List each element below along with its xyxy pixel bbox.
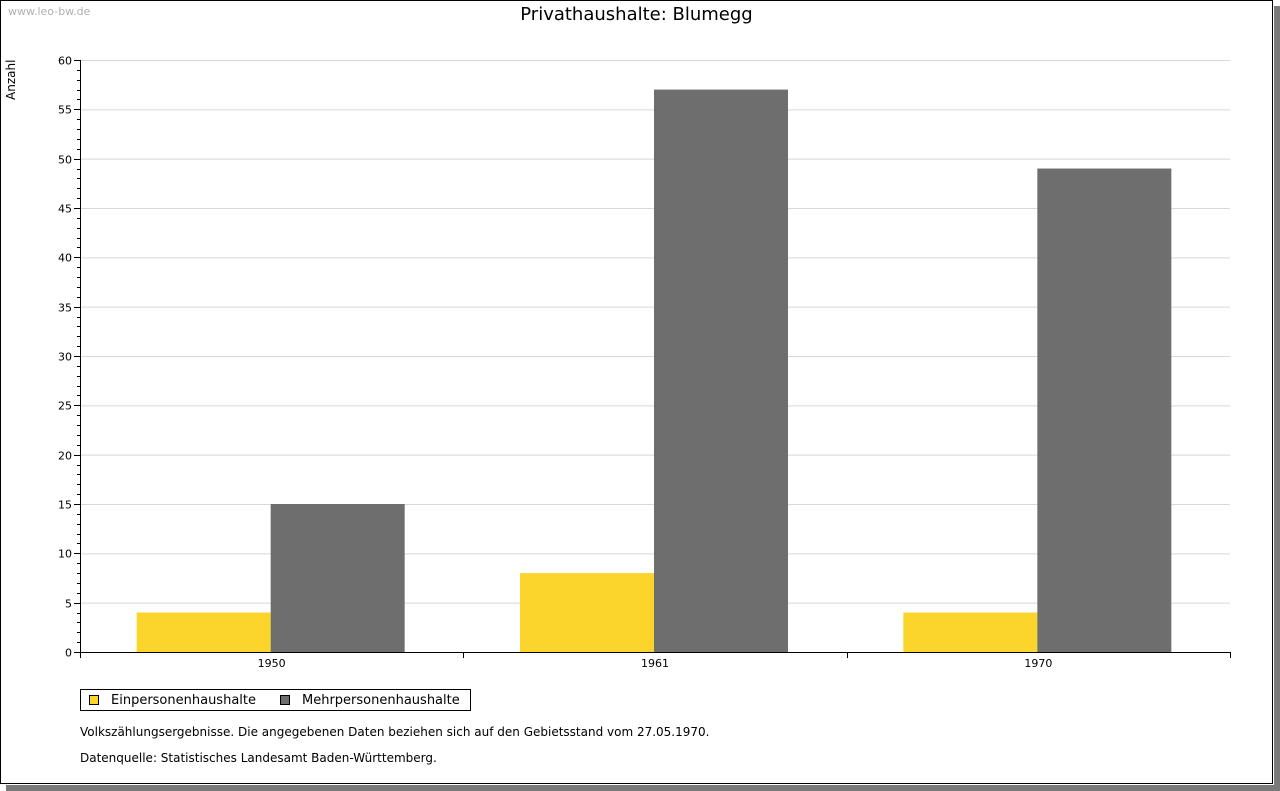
x-tick-label: 1950 (258, 657, 286, 670)
bar-einpersonen-1970 (903, 612, 1038, 652)
y-tick-label: 45 (58, 203, 72, 216)
legend-swatch-einpersonen (89, 695, 99, 705)
source-note: Datenquelle: Statistisches Landesamt Bad… (80, 751, 437, 765)
legend: Einpersonenhaushalte Mehrpersonenhaushal… (80, 689, 471, 711)
frame-shadow-right (1274, 6, 1280, 791)
chart-plot: 0 5 10 15 20 25 30 35 40 45 50 55 60 1950 1961 1970 (58, 55, 1231, 670)
bar-mehrpersonen-1970 (1037, 168, 1172, 653)
watermark: www.leo-bw.de (8, 5, 91, 18)
legend-label-mehrpersonen: Mehrpersonenhaushalte (302, 692, 460, 708)
y-tick-label: 60 (58, 55, 72, 68)
legend-item-mehrpersonen: Mehrpersonenhaushalte (280, 693, 460, 708)
y-tick-label: 0 (65, 647, 72, 660)
legend-swatch-mehrpersonen (280, 695, 290, 705)
y-tick-label: 40 (58, 252, 72, 265)
y-tick-label: 25 (58, 400, 72, 413)
chart-title: Privathaushalte: Blumegg (520, 4, 753, 25)
y-tick-label: 5 (65, 598, 72, 611)
legend-label-einpersonen: Einpersonenhaushalte (111, 692, 256, 708)
y-tick-label: 55 (58, 104, 72, 117)
footnote: Volkszählungsergebnisse. Die angegebenen… (80, 725, 710, 739)
x-tick-label: 1961 (641, 657, 669, 670)
y-tick-label: 30 (58, 351, 72, 364)
frame-shadow-bottom (6, 785, 1280, 791)
bar-mehrpersonen-1950 (270, 504, 405, 652)
legend-item-einpersonen: Einpersonenhaushalte (89, 693, 256, 708)
bar-einpersonen-1950 (136, 612, 271, 652)
x-tick-label: 1970 (1024, 657, 1052, 670)
y-tick-label: 20 (58, 450, 72, 463)
y-tick-label: 50 (58, 154, 72, 167)
bar-einpersonen-1961 (520, 573, 654, 652)
y-tick-label: 15 (58, 499, 72, 512)
y-tick-label: 10 (58, 548, 72, 561)
bar-mehrpersonen-1961 (654, 89, 788, 653)
y-tick-label: 35 (58, 302, 72, 315)
